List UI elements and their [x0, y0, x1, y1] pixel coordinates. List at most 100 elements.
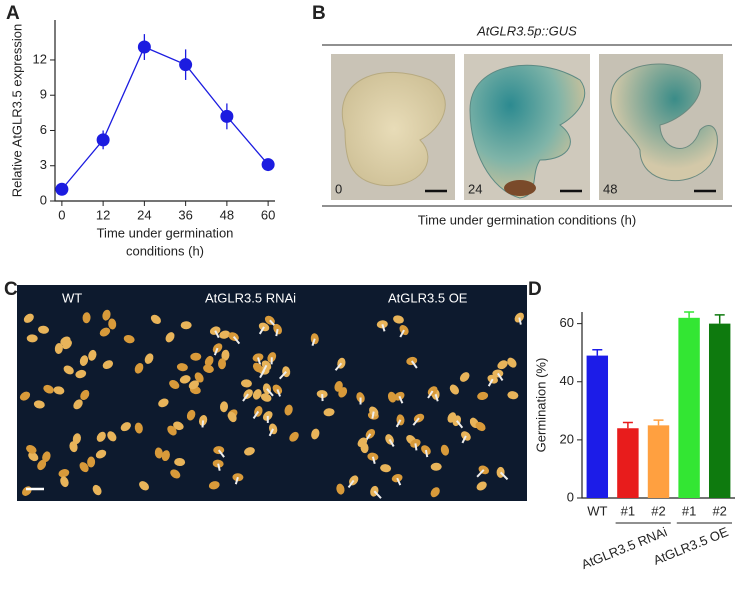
y-tick-label: 40: [560, 373, 574, 388]
seed: [194, 372, 204, 383]
radicle: [388, 438, 395, 447]
seed: [154, 447, 163, 459]
radicle: [213, 347, 219, 356]
bar: [647, 425, 670, 498]
radicle: [217, 449, 225, 458]
radicle: [258, 326, 265, 335]
seed: [134, 363, 144, 374]
y-tick-label: 9: [40, 87, 47, 102]
panel-b-xlabel: Time under germination conditions (h): [418, 212, 636, 227]
seed: [99, 327, 111, 337]
seed: [260, 393, 272, 402]
radicle: [456, 420, 464, 429]
x-tick-label: WT: [587, 503, 607, 518]
seed: [190, 352, 202, 361]
seed: [167, 425, 177, 436]
y-tick-label: 6: [40, 122, 47, 137]
seed: [26, 334, 38, 343]
seed: [176, 363, 188, 372]
genotype-label: WT: [62, 290, 82, 305]
seed: [43, 384, 54, 394]
point: [55, 182, 69, 196]
seedling: [469, 64, 586, 199]
panel-label: D: [528, 279, 542, 300]
radicle: [234, 476, 239, 485]
x-tick-label: 12: [96, 207, 110, 222]
seed: [323, 408, 335, 417]
radicle: [266, 388, 274, 397]
seed: [144, 353, 154, 364]
x-tick-label: #1: [621, 503, 635, 518]
seed: [357, 437, 368, 448]
radicle: [261, 364, 268, 373]
y-tick-label: 0: [40, 192, 47, 207]
seed: [60, 476, 69, 488]
radicle: [275, 328, 279, 337]
seed: [69, 441, 78, 453]
bar: [678, 317, 700, 498]
radicle: [399, 329, 405, 338]
seed: [72, 433, 81, 445]
x-tick-label: 24: [137, 207, 151, 222]
radicle: [398, 395, 404, 404]
seed: [79, 462, 89, 473]
seed: [449, 384, 460, 395]
axis: [54, 20, 275, 202]
seed: [92, 484, 102, 496]
seed: [102, 360, 114, 370]
x-tick-label: #1: [682, 503, 696, 518]
seed: [73, 399, 83, 410]
seed: [430, 487, 440, 498]
radicle: [395, 419, 402, 428]
root-tip: [504, 180, 536, 196]
radicle: [410, 360, 418, 369]
seed: [58, 469, 70, 478]
y-tick-label: 0: [567, 489, 574, 504]
seed: [179, 375, 191, 384]
seed: [19, 391, 31, 401]
seed: [289, 431, 299, 442]
seed: [158, 398, 169, 408]
seed: [507, 391, 519, 400]
seed: [221, 349, 230, 361]
radicle: [334, 362, 343, 371]
seed: [186, 409, 196, 421]
seeds: [19, 309, 524, 499]
radicle: [461, 435, 467, 444]
seed: [26, 444, 37, 454]
x-tick-label: #2: [712, 503, 726, 518]
seed: [108, 318, 117, 330]
seed: [430, 462, 442, 471]
panel-label: B: [312, 3, 326, 24]
error-bar: [592, 349, 603, 356]
radicle: [268, 428, 275, 437]
y-axis-label: Germination (%): [533, 358, 548, 453]
x-tick-label: 0: [58, 207, 65, 222]
seed: [507, 357, 517, 368]
seed: [33, 400, 45, 409]
seed: [96, 431, 106, 442]
y-tick-label: 20: [560, 431, 574, 446]
image-label: 0: [335, 181, 342, 196]
seed: [203, 364, 214, 373]
seed: [80, 389, 90, 401]
seed: [161, 450, 170, 462]
radicle: [412, 417, 420, 426]
radicle: [487, 378, 494, 387]
y-tick-label: 12: [33, 51, 47, 66]
seed: [477, 391, 489, 401]
seed: [180, 321, 192, 330]
point: [261, 158, 275, 172]
seed: [336, 483, 345, 495]
seed: [218, 358, 227, 370]
radicle: [373, 490, 382, 499]
x-tick-label: 48: [220, 207, 234, 222]
seed: [95, 449, 107, 459]
image-label: 24: [468, 181, 482, 196]
seed: [447, 412, 457, 423]
seed: [338, 387, 348, 398]
seed: [102, 309, 111, 321]
radicle: [242, 393, 249, 402]
seed: [37, 459, 47, 471]
